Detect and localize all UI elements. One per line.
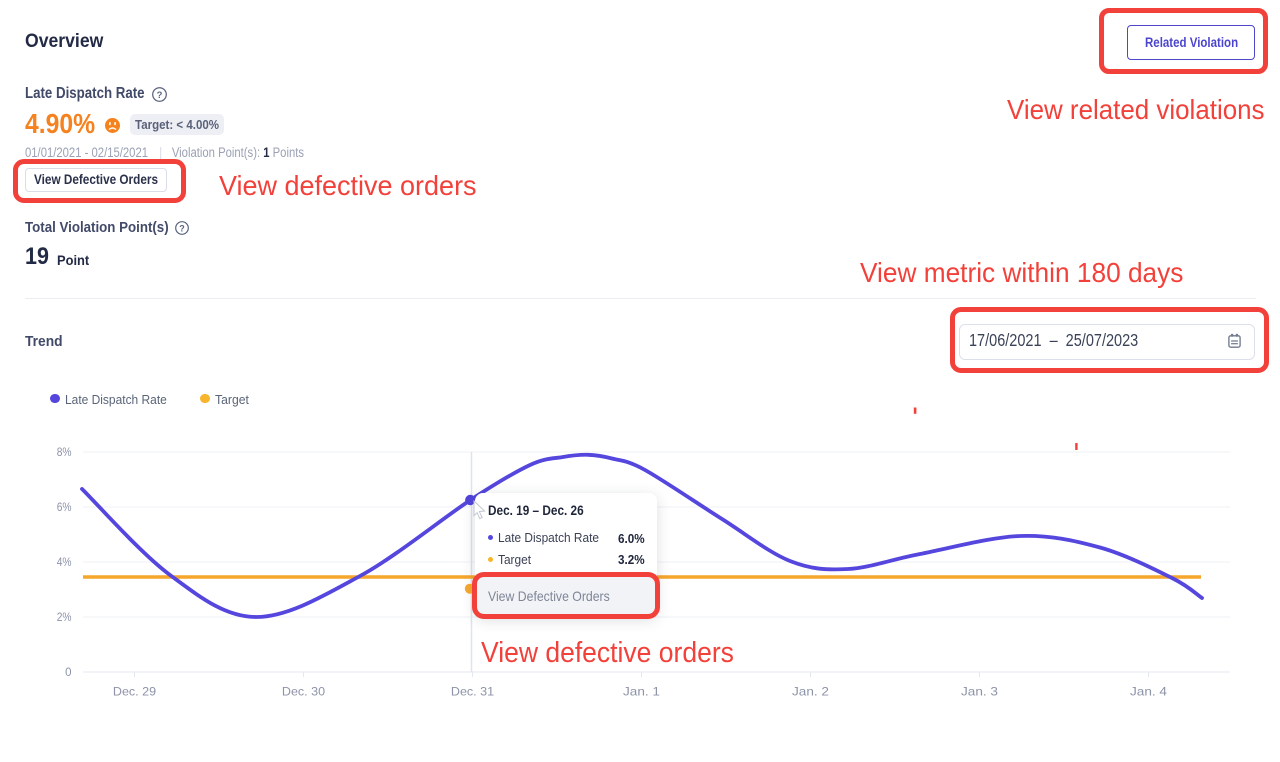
svg-text:?: ? xyxy=(179,223,185,233)
svg-text:2%: 2% xyxy=(57,612,72,624)
svg-text:Dec. 29: Dec. 29 xyxy=(113,685,157,699)
svg-text:Jan. 1: Jan. 1 xyxy=(623,685,660,699)
svg-text:Jan. 4: Jan. 4 xyxy=(1130,685,1167,699)
svg-text:4%: 4% xyxy=(57,557,72,569)
svg-text:Dec. 31: Dec. 31 xyxy=(451,685,495,699)
svg-text:0: 0 xyxy=(65,667,71,679)
svg-text:Dec. 30: Dec. 30 xyxy=(282,685,326,699)
svg-text:8%: 8% xyxy=(57,447,72,459)
svg-text:6%: 6% xyxy=(57,502,72,514)
svg-text:Jan. 3: Jan. 3 xyxy=(961,685,998,699)
svg-text:?: ? xyxy=(156,90,162,101)
svg-text:Jan. 2: Jan. 2 xyxy=(792,685,829,699)
